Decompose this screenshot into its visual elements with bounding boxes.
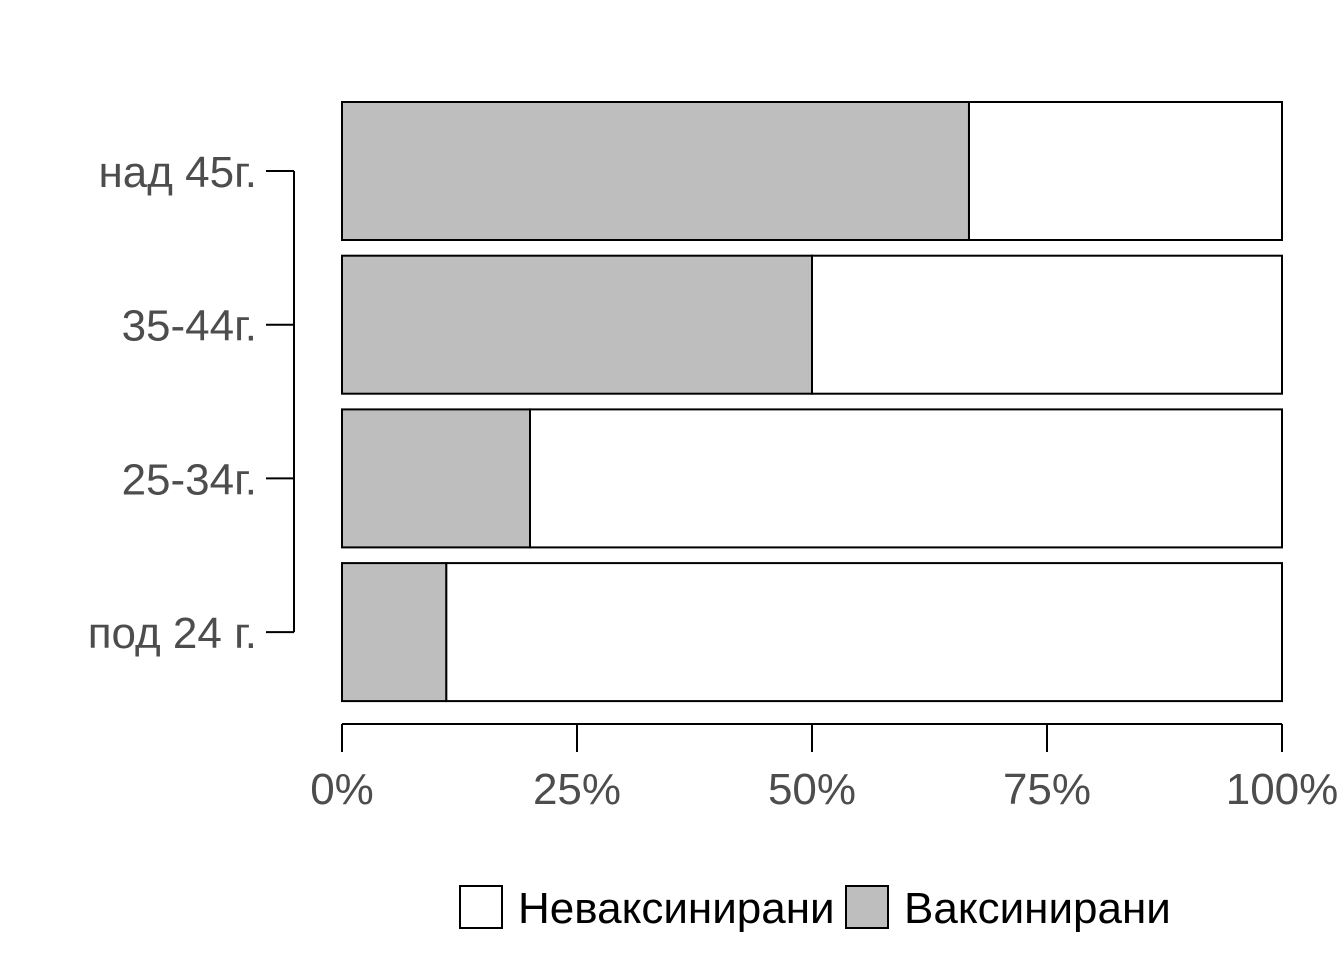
bar-segment — [341, 408, 531, 549]
y-tick-label: 35-44г. — [122, 302, 257, 351]
legend: Неваксинирани Ваксинирани — [459, 884, 1171, 933]
x-tick-label: 25% — [533, 765, 621, 814]
bar-segment — [811, 254, 1283, 395]
legend-key — [459, 885, 503, 929]
legend-label: Ваксинирани — [904, 884, 1171, 933]
legend-label: Неваксинирани — [518, 884, 835, 933]
legend-key — [845, 885, 889, 929]
bars — [341, 101, 1283, 703]
bar-segment — [529, 408, 1283, 549]
x-tick-label: 50% — [768, 765, 856, 814]
y-tick-label: над 45г. — [98, 148, 257, 197]
bar-segment — [341, 254, 813, 395]
bar-segment — [445, 562, 1283, 703]
bar-segment — [967, 101, 1283, 241]
y-tick-label: 25-34г. — [122, 455, 257, 504]
x-tick-label: 75% — [1003, 765, 1091, 814]
x-tick-label: 0% — [310, 765, 374, 814]
x-axis: 0% 25% 50% 75% 100% — [310, 723, 1339, 814]
bar-segment — [341, 101, 970, 241]
x-tick-label: 100% — [1226, 765, 1339, 814]
y-axis: над 45г. 35-44г. 25-34г. под 24 г. — [88, 148, 295, 658]
bar-segment — [341, 562, 448, 703]
y-tick-label: под 24 г. — [88, 609, 257, 658]
